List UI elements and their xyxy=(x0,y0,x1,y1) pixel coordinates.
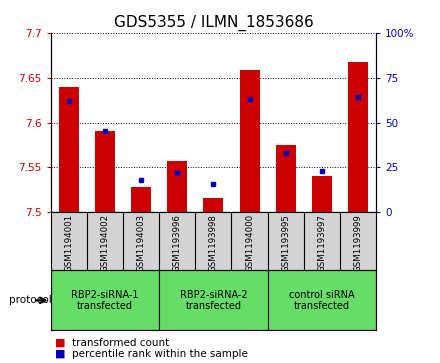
Bar xyxy=(95,131,115,212)
Text: ■: ■ xyxy=(55,349,66,359)
Bar xyxy=(312,176,332,212)
Bar xyxy=(203,198,224,212)
Text: control siRNA
transfected: control siRNA transfected xyxy=(289,290,355,311)
Text: transformed count: transformed count xyxy=(72,338,169,348)
Text: GSM1193996: GSM1193996 xyxy=(173,214,182,272)
Text: GSM1193995: GSM1193995 xyxy=(281,214,290,272)
Text: GSM1194001: GSM1194001 xyxy=(64,214,73,272)
Text: GSM1193997: GSM1193997 xyxy=(317,214,326,272)
Text: RBP2-siRNA-2
transfected: RBP2-siRNA-2 transfected xyxy=(180,290,247,311)
Text: ■: ■ xyxy=(55,338,66,348)
Bar xyxy=(276,145,296,212)
Text: GSM1193998: GSM1193998 xyxy=(209,214,218,272)
Bar xyxy=(159,270,268,330)
Bar xyxy=(240,70,260,212)
Text: GSM1194002: GSM1194002 xyxy=(100,214,110,272)
Text: protocol: protocol xyxy=(9,295,51,305)
Text: RBP2-siRNA-1
transfected: RBP2-siRNA-1 transfected xyxy=(71,290,139,311)
Text: GSM1193999: GSM1193999 xyxy=(354,214,363,272)
Bar xyxy=(167,161,187,212)
Bar xyxy=(131,187,151,212)
Bar xyxy=(51,270,159,330)
Text: GDS5355 / ILMN_1853686: GDS5355 / ILMN_1853686 xyxy=(114,15,313,31)
Bar xyxy=(268,270,376,330)
Text: GSM1194000: GSM1194000 xyxy=(245,214,254,272)
Text: percentile rank within the sample: percentile rank within the sample xyxy=(72,349,248,359)
Text: GSM1194003: GSM1194003 xyxy=(136,214,146,272)
Bar xyxy=(348,62,368,212)
Bar xyxy=(59,87,79,212)
